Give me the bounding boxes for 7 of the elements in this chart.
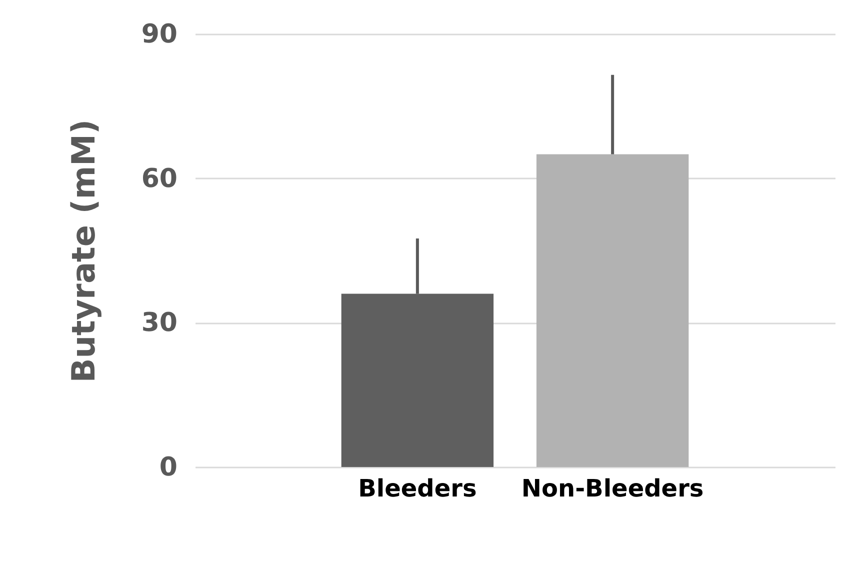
y-tick-label: 60 [141,164,178,194]
y-axis-title: Butyrate (mM) [64,119,102,383]
y-tick-label: 0 [159,452,178,482]
y-tick-label: 30 [141,308,178,338]
x-tick-label: Non-Bleeders [521,474,704,502]
x-tick-label: Bleeders [358,474,477,502]
y-tick-label: 90 [141,20,178,50]
